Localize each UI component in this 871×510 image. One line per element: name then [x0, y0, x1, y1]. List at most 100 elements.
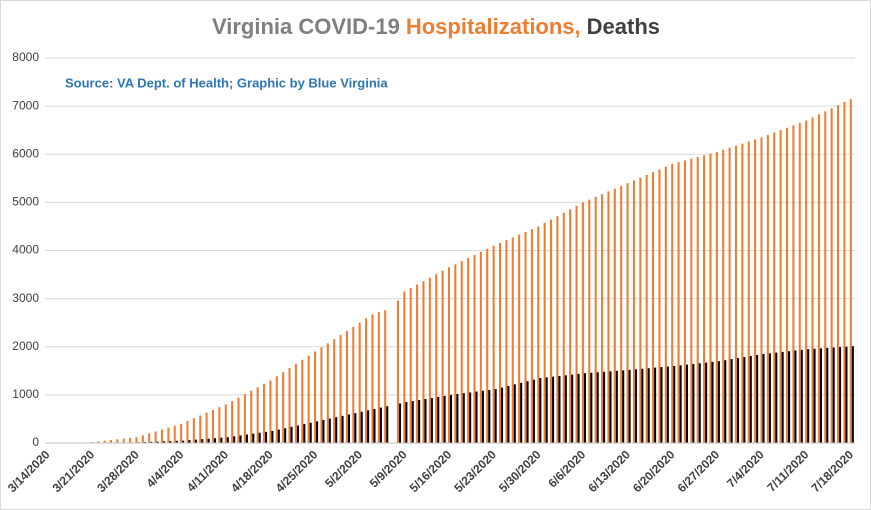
bar [792, 125, 795, 443]
bar [365, 318, 368, 443]
bar [830, 108, 833, 444]
bar [581, 202, 584, 443]
bar [386, 406, 389, 443]
bar [832, 347, 835, 443]
bar [218, 407, 221, 443]
bar [135, 437, 138, 443]
bar [645, 174, 648, 443]
bar [641, 368, 644, 443]
bar [405, 402, 408, 443]
bar [437, 396, 440, 443]
bar [379, 407, 382, 443]
bar [188, 440, 191, 443]
bar [698, 363, 701, 443]
bar [416, 284, 419, 443]
bar [233, 436, 236, 443]
bar [160, 429, 163, 443]
bar [309, 422, 312, 443]
bar [775, 352, 778, 443]
bar [781, 351, 784, 443]
bar [569, 209, 572, 443]
bar [307, 355, 310, 443]
bar [760, 137, 763, 443]
bar [537, 226, 540, 443]
bar [556, 216, 559, 443]
bar [705, 362, 708, 443]
bar [622, 370, 625, 443]
bar [265, 431, 268, 443]
bar [743, 357, 746, 443]
bar [239, 435, 242, 443]
bar [316, 421, 319, 443]
bar [301, 359, 304, 443]
annotation: Source: VA Dept. of Health; Graphic by B… [65, 75, 388, 90]
bar [205, 412, 208, 443]
bar [494, 389, 497, 443]
bar [734, 145, 738, 443]
bar [615, 370, 618, 443]
bar [162, 441, 166, 443]
bar [250, 390, 253, 443]
bar [607, 191, 610, 443]
bar [252, 433, 255, 443]
bar [817, 114, 820, 444]
bar [703, 155, 706, 443]
bar [845, 346, 848, 443]
bar [173, 425, 176, 443]
bar [109, 439, 112, 443]
bar [583, 373, 586, 443]
bar [741, 143, 744, 443]
bar [377, 312, 380, 443]
bar [849, 98, 852, 443]
bar [550, 219, 553, 443]
bar [182, 440, 185, 443]
bar [788, 351, 791, 443]
bar [488, 389, 491, 443]
bar [296, 425, 299, 443]
y-tick-label: 4000 [12, 243, 39, 257]
bar [539, 378, 542, 443]
bar [288, 368, 291, 443]
bar [773, 132, 776, 443]
y-tick-label: 6000 [12, 146, 39, 160]
bar [766, 135, 769, 443]
bar [424, 399, 427, 443]
bar [677, 162, 680, 443]
bar [601, 194, 604, 443]
bar [634, 369, 638, 443]
bar [473, 254, 476, 443]
bar [513, 384, 516, 443]
bar [768, 353, 771, 443]
bar [794, 350, 797, 443]
bar [671, 163, 674, 443]
bar [626, 183, 629, 443]
bar [696, 156, 699, 444]
bar [396, 300, 399, 443]
bar [167, 427, 170, 443]
bar [186, 421, 189, 443]
bar [169, 441, 172, 443]
y-tick-label: 1000 [12, 387, 39, 401]
bar [679, 365, 682, 443]
bar [347, 414, 350, 443]
bar [639, 177, 642, 444]
bar [762, 353, 765, 443]
y-tick-label: 0 [32, 435, 39, 449]
bar [545, 377, 548, 443]
bar [116, 439, 119, 443]
bar [596, 372, 599, 443]
bar [613, 188, 616, 443]
bar [526, 381, 529, 443]
bar [658, 169, 661, 443]
bar [141, 435, 144, 443]
bar [199, 415, 202, 443]
bar [594, 196, 597, 443]
bar [97, 441, 100, 443]
bar [628, 369, 631, 443]
bar [398, 403, 402, 443]
bar [441, 270, 444, 443]
bar [826, 347, 829, 443]
bar [518, 234, 521, 443]
bar [352, 326, 355, 443]
